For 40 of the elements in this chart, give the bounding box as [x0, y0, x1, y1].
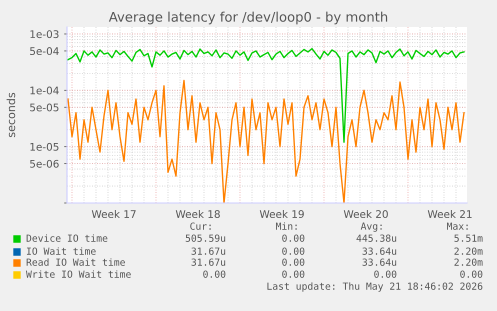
text: 0.00 — [203, 270, 226, 278]
legend-label: IO Wait time — [26, 247, 96, 255]
x-tick-label: Week 21 — [428, 210, 472, 218]
line-series — [67, 48, 465, 143]
text: 33.64u — [362, 258, 396, 266]
text: 0.00 — [282, 247, 304, 255]
text: 505.59u — [186, 234, 226, 242]
legend-label: Read IO Wait time — [26, 258, 125, 266]
text: Cur: — [190, 222, 211, 230]
x-tick-label: Week 20 — [344, 210, 388, 218]
x-tick-label: Week 17 — [92, 210, 136, 218]
legend-label: Write IO Wait time — [26, 270, 131, 278]
text: 2.20m — [454, 258, 483, 266]
chart-title: Average latency for /dev/loop0 - by month — [108, 12, 388, 24]
text: 0.00 — [282, 258, 304, 266]
text: 0.00 — [460, 270, 482, 278]
y-tick-label: 1e-03 — [30, 30, 59, 38]
text: Last update: Thu May 21 18:46:02 2026 — [267, 282, 482, 292]
y-tick-label: 1e-04 — [30, 86, 59, 94]
y-axis-title: seconds — [6, 92, 16, 138]
text: 31.67u — [192, 247, 226, 255]
text: 2.20m — [454, 247, 483, 255]
text: 0.00 — [282, 270, 304, 278]
text: Min: — [276, 222, 297, 230]
y-tick-label: 5e-06 — [30, 160, 59, 168]
x-tick-label: Week 18 — [176, 210, 220, 218]
y-tick-label: 5e-04 — [30, 47, 59, 56]
legend-label: Device IO time — [26, 234, 108, 242]
text: 0.00 — [374, 270, 396, 278]
text: Max: — [446, 222, 468, 230]
y-tick-label: 1e-05 — [30, 142, 58, 151]
x-tick-label: Week 19 — [260, 210, 304, 218]
text: 445.38u — [356, 234, 396, 242]
text: 33.64u — [362, 247, 396, 255]
y-tick-label: 5e-05 — [30, 104, 58, 112]
text: 5.51m — [454, 234, 483, 242]
text: 0.00 — [282, 234, 304, 242]
line-series — [67, 80, 465, 203]
text: 31.67u — [192, 258, 226, 266]
text: Avg: — [360, 222, 382, 232]
